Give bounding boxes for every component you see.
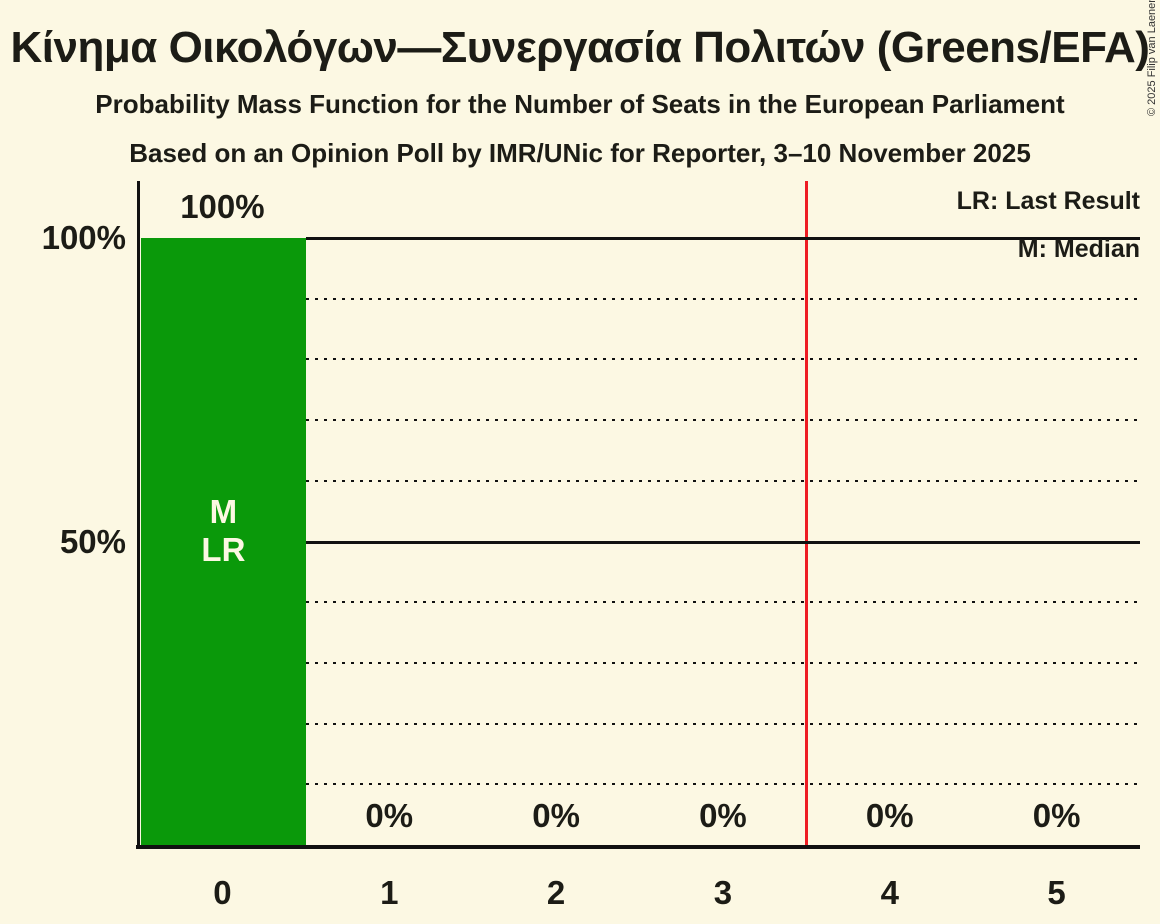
value-label-seats-1: 0% [365, 797, 414, 834]
x-tick-label-3: 3 [713, 874, 733, 911]
gridline-dotted-20 [305, 722, 1140, 725]
chart-title: Κίνημα Οικολόγων—Συνεργασία Πολιτών (Gre… [10, 23, 1150, 72]
y-tick-label-50: 50% [59, 522, 126, 560]
value-label-seats-3: 0% [699, 797, 747, 834]
value-label-seats-4: 0% [865, 797, 914, 834]
x-axis [136, 845, 1140, 849]
gridline-dotted-90 [305, 297, 1140, 300]
chart-subtitle-line2: Based on an Opinion Poll by IMR/UNic for… [129, 138, 1031, 168]
value-label-seats-2: 0% [532, 797, 580, 834]
x-tick-label-0: 0 [213, 874, 232, 911]
gridline-dotted-30 [305, 661, 1140, 664]
gridline-dotted-60 [305, 479, 1140, 482]
x-tick-label-1: 1 [380, 874, 399, 911]
gridline-dotted-70 [305, 419, 1140, 422]
value-label-seats-5: 0% [1032, 797, 1081, 834]
chart-subtitle-line1: Probability Mass Function for the Number… [95, 89, 1065, 119]
legend-median: M: Median [1017, 235, 1140, 263]
gridline-dotted-80 [305, 358, 1140, 361]
value-label-seats-0: 100% [180, 188, 265, 225]
y-tick-label-100: 100% [41, 219, 126, 256]
red-threshold-line [804, 181, 808, 845]
y-axis [137, 181, 140, 848]
gridline-dotted-40 [305, 601, 1140, 604]
gridline-solid-100 [305, 237, 1140, 240]
x-tick-label-4: 4 [880, 874, 899, 911]
gridline-dotted-10 [305, 783, 1140, 786]
median-marker: M [209, 492, 238, 530]
last-result-marker: LR [201, 530, 246, 568]
x-tick-label-2: 2 [546, 874, 566, 911]
gridline-solid-50 [305, 540, 1140, 544]
bar-median-lastresult-annotation: M LR [141, 493, 306, 569]
bar-seats-0 [141, 238, 306, 845]
x-tick-label-5: 5 [1047, 874, 1066, 911]
legend-last-result: LR: Last Result [956, 187, 1140, 215]
